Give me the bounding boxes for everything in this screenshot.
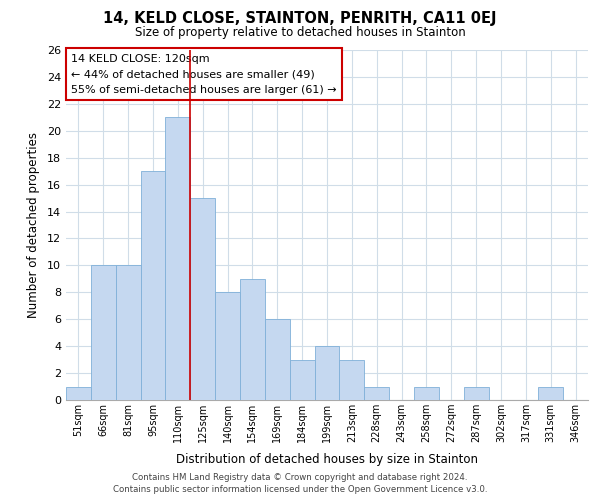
Bar [290, 360, 314, 400]
Bar [66, 386, 91, 400]
Text: Size of property relative to detached houses in Stainton: Size of property relative to detached ho… [134, 26, 466, 39]
Bar [91, 266, 116, 400]
Text: 14, KELD CLOSE, STAINTON, PENRITH, CA11 0EJ: 14, KELD CLOSE, STAINTON, PENRITH, CA11 … [103, 11, 497, 26]
Bar [538, 386, 563, 400]
X-axis label: Distribution of detached houses by size in Stainton: Distribution of detached houses by size … [176, 454, 478, 466]
Bar [265, 319, 290, 400]
Y-axis label: Number of detached properties: Number of detached properties [27, 132, 40, 318]
Bar [116, 266, 140, 400]
Bar [340, 360, 364, 400]
Bar [240, 279, 265, 400]
Bar [414, 386, 439, 400]
Bar [314, 346, 340, 400]
Bar [215, 292, 240, 400]
Bar [190, 198, 215, 400]
Text: 14 KELD CLOSE: 120sqm
← 44% of detached houses are smaller (49)
55% of semi-deta: 14 KELD CLOSE: 120sqm ← 44% of detached … [71, 54, 337, 94]
Bar [140, 171, 166, 400]
Text: Contains HM Land Registry data © Crown copyright and database right 2024.
Contai: Contains HM Land Registry data © Crown c… [113, 472, 487, 494]
Bar [166, 118, 190, 400]
Bar [464, 386, 488, 400]
Bar [364, 386, 389, 400]
